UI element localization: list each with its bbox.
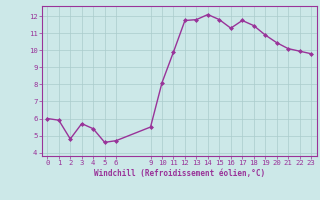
X-axis label: Windchill (Refroidissement éolien,°C): Windchill (Refroidissement éolien,°C) — [94, 169, 265, 178]
